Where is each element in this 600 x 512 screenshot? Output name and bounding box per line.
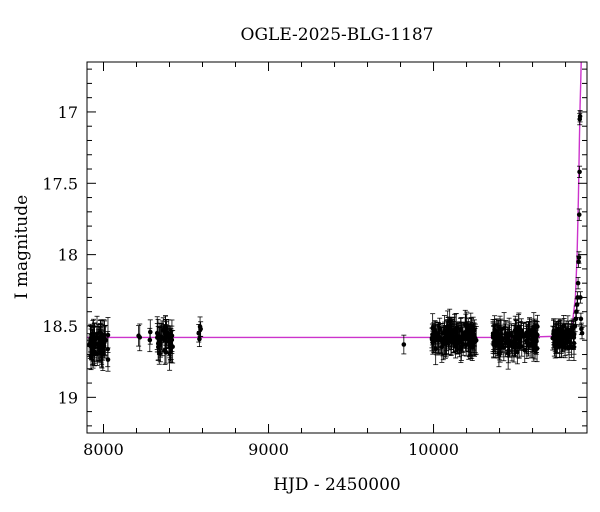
axis-ticks [87,62,587,433]
data-point [436,337,442,343]
data-point [198,326,203,332]
data-point [512,334,518,340]
data-point [167,350,172,356]
data-point [155,335,160,340]
data-point [531,343,537,348]
chart-title: OGLE-2025-BLG-1187 [241,25,434,45]
data-point [506,331,512,337]
data-point [462,322,468,328]
data-point [472,327,477,333]
data-point [96,345,102,351]
data-point [443,340,448,345]
data-point [147,337,153,343]
data-point [431,333,437,339]
data-point [453,326,459,331]
data-point [578,316,584,322]
data-point [575,280,581,286]
data-point [576,212,582,217]
data-point [534,346,540,351]
data-point [197,336,202,342]
y-axis-label: I magnitude [12,195,32,299]
data-layer [87,62,585,372]
x-axis-label: HJD - 2450000 [273,475,401,495]
data-point [552,338,558,344]
plot-frame [86,61,588,434]
data-point [556,328,562,334]
data-point [495,331,501,337]
data-point [526,333,532,338]
data-point [571,344,577,350]
data-point [577,113,583,119]
y-tick-label: 18 [58,246,78,265]
data-point [102,336,107,341]
data-point [519,327,524,333]
data-point [136,333,141,339]
data-point [577,169,582,175]
data-point [579,330,585,336]
data-point [512,327,518,333]
model-curve [87,62,582,339]
y-tick-label: 17 [58,103,78,122]
data-point [516,341,522,347]
data-point [92,335,97,341]
data-point [523,338,529,344]
y-tick-label: 19 [58,388,78,407]
data-point [162,337,168,342]
x-tick-labels: 8000 9000 10000 [83,440,459,459]
data-point [468,338,473,344]
data-point [509,343,515,349]
data-point [147,329,153,335]
y-tick-label: 17.5 [42,174,78,193]
data-point [401,342,407,347]
data-point [491,339,496,345]
x-tick-label: 9000 [248,440,289,459]
data-point [163,324,168,330]
data-point [105,346,111,352]
data-point [503,340,508,346]
data-point [561,333,567,338]
x-tick-label: 8000 [83,440,124,459]
x-tick-label: 10000 [408,440,459,459]
data-point [496,350,502,356]
data-point [451,334,456,340]
data-point [89,341,94,346]
data-point [460,341,466,347]
data-point [532,336,537,342]
y-tick-label: 18.5 [42,317,78,336]
data-point [455,334,461,340]
data-point [196,330,202,336]
data-point [435,330,441,336]
data-point [531,324,537,329]
y-tick-labels: 17 17.5 18 18.5 19 [42,103,78,407]
data-point [445,328,450,333]
data-point [565,327,571,332]
data-point [490,335,496,340]
data-point [497,342,502,348]
data-point [578,295,583,300]
data-point [576,255,582,260]
data-point [163,349,169,355]
